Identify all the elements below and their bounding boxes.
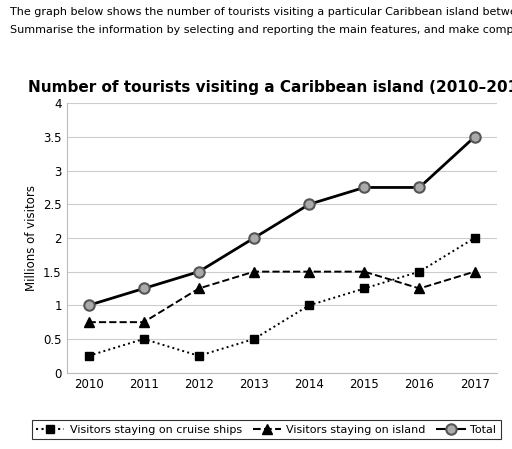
Title: Number of tourists visiting a Caribbean island (2010–2017): Number of tourists visiting a Caribbean …: [28, 80, 512, 95]
Legend: Visitors staying on cruise ships, Visitors staying on island, Total: Visitors staying on cruise ships, Visito…: [32, 420, 501, 439]
Text: The graph below shows the number of tourists visiting a particular Caribbean isl: The graph below shows the number of tour…: [10, 7, 512, 17]
Text: Summarise the information by selecting and reporting the main features, and make: Summarise the information by selecting a…: [10, 25, 512, 35]
Y-axis label: Millions of visitors: Millions of visitors: [25, 185, 37, 291]
